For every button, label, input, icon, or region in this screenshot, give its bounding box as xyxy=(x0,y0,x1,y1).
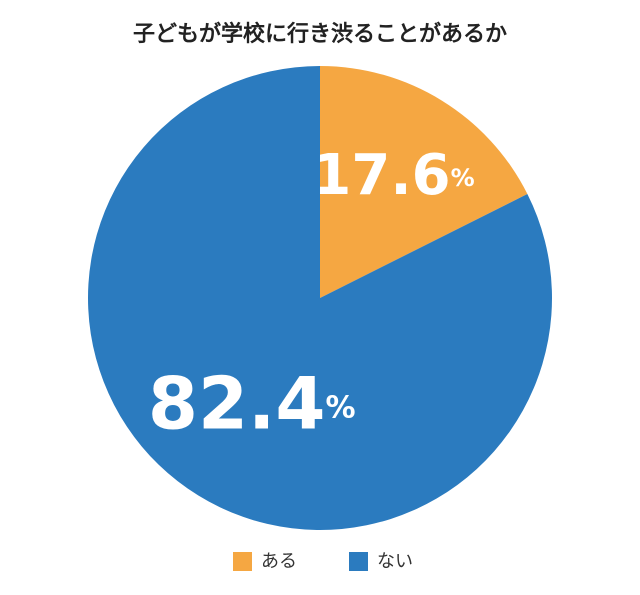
pie-slice xyxy=(88,66,553,530)
pie-slice xyxy=(320,66,528,298)
legend-swatch xyxy=(233,552,252,571)
legend-swatch xyxy=(349,552,368,571)
value-label: 17.6% xyxy=(312,143,474,208)
legend-label: ある xyxy=(261,551,297,572)
legend-label: ない xyxy=(377,551,413,572)
chart-title: 子どもが学校に行き渋ることがあるか xyxy=(133,21,507,47)
value-label: 82.4% xyxy=(148,361,356,445)
